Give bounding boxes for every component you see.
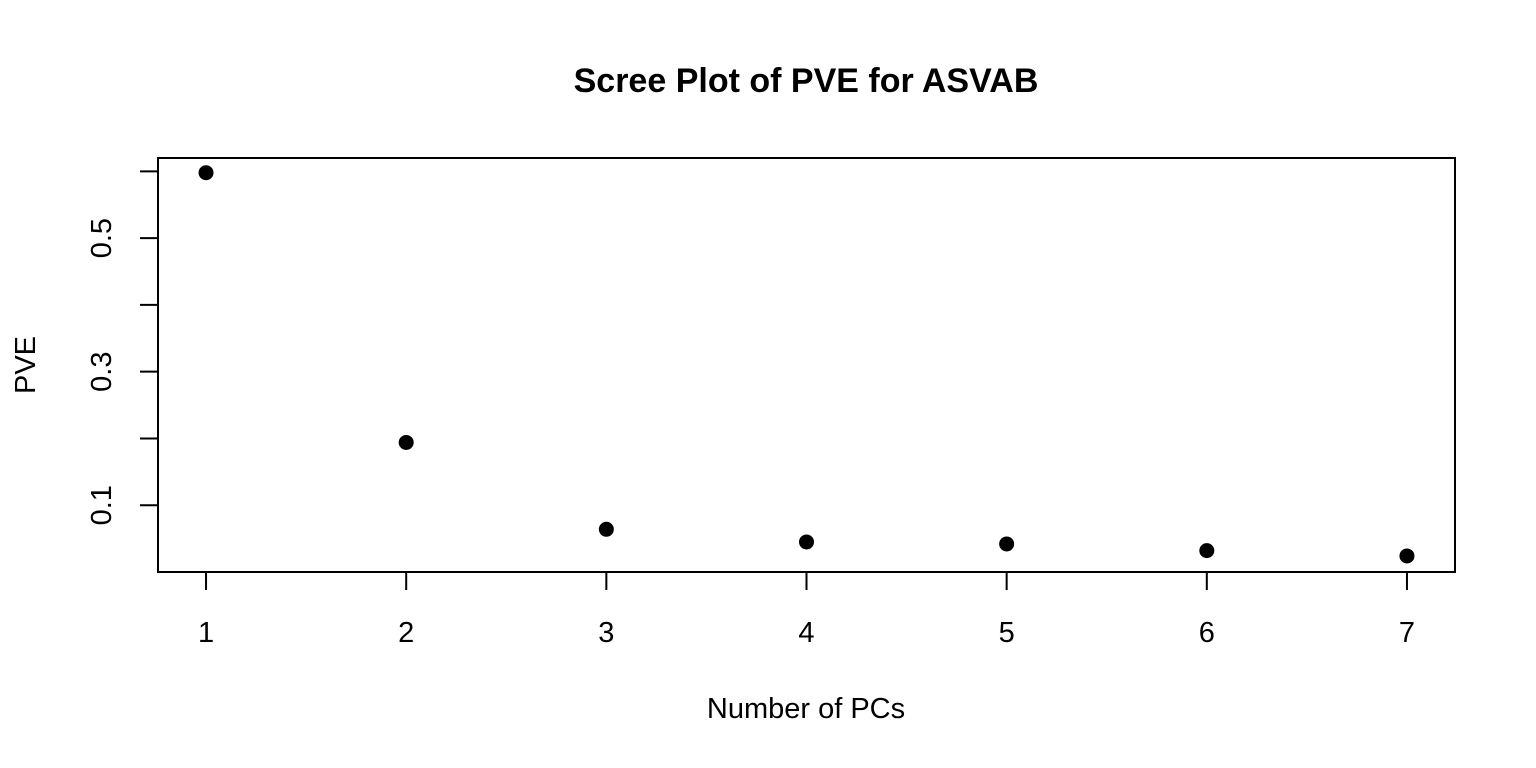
data-point-pc-2: [398, 434, 414, 450]
data-point-pc-7: [1399, 548, 1415, 564]
x-axis-title: Number of PCs: [707, 693, 905, 725]
x-tick-label: 7: [1399, 617, 1415, 649]
x-axis: 1 2 3 4 5 6 7: [198, 572, 1415, 649]
plot-frame: [157, 157, 1456, 573]
x-tick-label: 2: [398, 617, 414, 649]
data-point-pc-3: [598, 521, 614, 537]
data-point-pc-1: [198, 165, 214, 181]
y-tick-label: 0.3: [86, 352, 118, 392]
x-tick-label: 6: [1199, 617, 1215, 649]
y-tick-label: 0.1: [86, 485, 118, 525]
y-axis: 0.1 0.3 0.5: [86, 170, 158, 525]
x-tick-label: 3: [598, 617, 614, 649]
x-tick-label: 4: [798, 617, 814, 649]
data-point-pc-4: [799, 534, 814, 550]
x-tick-label: 5: [999, 617, 1015, 649]
y-axis-title: PVE: [10, 336, 42, 394]
data-point-pc-5: [999, 536, 1015, 552]
data-points: [198, 165, 1415, 564]
y-tick-label: 0.5: [86, 218, 118, 258]
chart-title: Scree Plot of PVE for ASVAB: [574, 62, 1039, 100]
data-point-pc-6: [1199, 543, 1215, 559]
x-tick-label: 1: [198, 617, 214, 649]
